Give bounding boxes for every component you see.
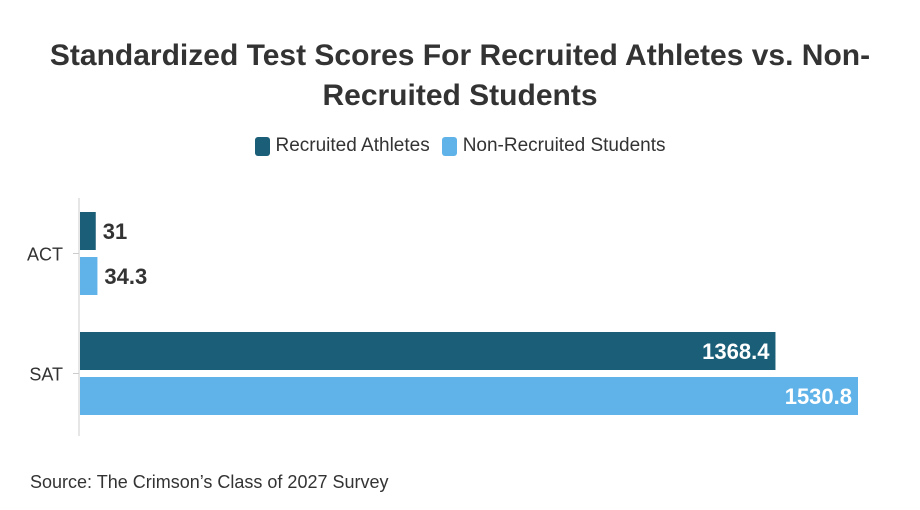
- data-label-sat-non-recruited-students: 1530.8: [785, 384, 852, 409]
- bar-act-non-recruited-students: [80, 257, 98, 295]
- bar-act-recruited-athletes: [80, 212, 96, 250]
- bar-chart: ACT 31 34.3 SAT 1368.4 1530.8: [27, 198, 858, 436]
- chart-legend: Recruited Athletes Non-Recruited Student…: [0, 135, 920, 157]
- data-label-sat-recruited-athletes: 1368.4: [702, 339, 770, 364]
- data-label-act-recruited-athletes: 31: [103, 219, 127, 244]
- legend-swatch-non-recruited-students: [441, 136, 457, 156]
- bar-sat-non-recruited-students: [80, 377, 858, 415]
- data-label-act-non-recruited-students: 34.3: [104, 264, 147, 289]
- legend-item-recruited-athletes[interactable]: Recruited Athletes: [254, 135, 430, 157]
- legend-item-non-recruited-students[interactable]: Non-Recruited Students: [441, 135, 666, 157]
- chart-title: Standardized Test Scores For Recruited A…: [49, 39, 871, 112]
- category-label-act: ACT: [27, 245, 63, 265]
- bar-sat-recruited-athletes: [80, 332, 776, 370]
- legend-label-non-recruited-students: Non-Recruited Students: [462, 135, 666, 156]
- legend-label-recruited-athletes: Recruited Athletes: [275, 135, 430, 156]
- category-label-sat: SAT: [29, 365, 63, 385]
- legend-swatch-recruited-athletes: [254, 136, 270, 156]
- source-note: Source: The Crimson’s Class of 2027 Surv…: [30, 472, 389, 492]
